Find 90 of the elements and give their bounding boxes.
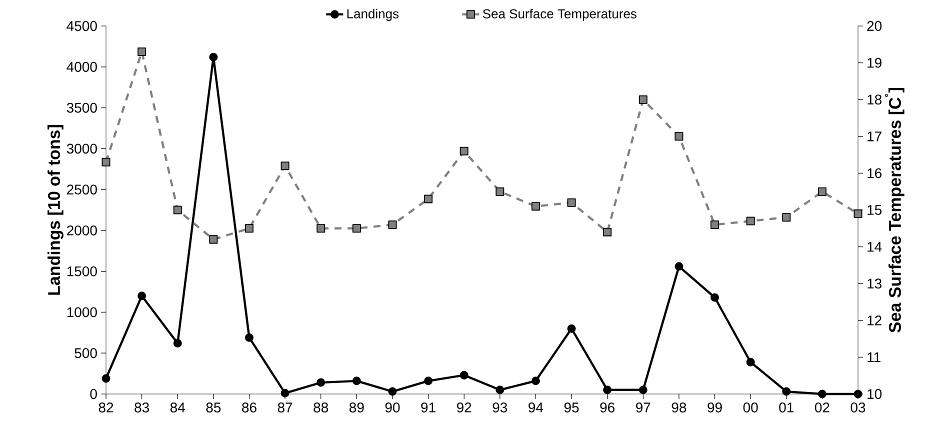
point bbox=[424, 194, 433, 204]
y2-tick-label: 15 bbox=[868, 205, 882, 215]
y2-tick-label: 10 bbox=[868, 389, 882, 399]
legend-label: Sea Surface Temperatures bbox=[482, 8, 636, 21]
y-tick-label: 4000 bbox=[66, 62, 97, 72]
x-tick-label: 99 bbox=[708, 402, 722, 412]
x-tick-label: 92 bbox=[456, 402, 472, 412]
x-tick-label: 00 bbox=[743, 402, 758, 412]
point bbox=[173, 206, 182, 214]
x-tick-label: 03 bbox=[850, 402, 866, 412]
point bbox=[352, 376, 361, 386]
point bbox=[138, 48, 146, 56]
x-tick-label: 91 bbox=[421, 402, 436, 412]
point bbox=[603, 386, 612, 394]
y2-tick-label: 13 bbox=[868, 278, 882, 289]
y2-tick-label: 20 bbox=[867, 21, 882, 31]
point bbox=[818, 187, 826, 196]
point bbox=[782, 213, 791, 222]
y2-tick-label: 18 bbox=[868, 94, 882, 105]
point bbox=[209, 52, 218, 62]
point bbox=[638, 386, 648, 394]
y2-tick-label: 11 bbox=[868, 352, 880, 362]
y-tick-label: 3500 bbox=[66, 102, 97, 113]
y-tick-label: 2000 bbox=[67, 225, 97, 236]
point bbox=[138, 292, 146, 300]
legend-label: Landings bbox=[347, 8, 399, 21]
point bbox=[209, 235, 218, 244]
point bbox=[782, 387, 791, 396]
x-tick-label: 82 bbox=[98, 402, 114, 412]
point bbox=[567, 324, 576, 333]
x-tick-label: 88 bbox=[314, 402, 328, 412]
point bbox=[854, 209, 862, 218]
point bbox=[496, 386, 504, 394]
x-tick-label: 87 bbox=[278, 402, 292, 412]
point bbox=[746, 216, 755, 226]
point bbox=[244, 333, 254, 342]
point bbox=[710, 293, 720, 302]
point bbox=[603, 228, 612, 236]
x-tick-label: 93 bbox=[492, 402, 508, 412]
point bbox=[280, 162, 290, 170]
point bbox=[674, 262, 684, 271]
x-tick-label: 02 bbox=[814, 402, 830, 412]
y2-tick-label: 19 bbox=[868, 58, 882, 68]
point bbox=[173, 339, 182, 348]
point bbox=[746, 358, 755, 366]
point bbox=[638, 95, 648, 104]
y-tick-label: 500 bbox=[74, 348, 97, 358]
x-tick-label: 89 bbox=[349, 402, 364, 412]
point bbox=[424, 376, 433, 386]
point bbox=[567, 198, 576, 207]
x-tick-label: 95 bbox=[564, 402, 579, 412]
y2-tick-label: 14 bbox=[868, 242, 882, 252]
point bbox=[102, 158, 110, 166]
point bbox=[102, 374, 110, 383]
x-tick-label: 90 bbox=[385, 402, 400, 412]
y-axis-title: Landings [10 of tons] bbox=[48, 125, 64, 295]
point bbox=[388, 220, 397, 229]
point bbox=[316, 224, 326, 233]
y2-axis-title: Sea Surface Temperatures [C$^{˚}$] bbox=[884, 88, 904, 333]
x-tick-label: 94 bbox=[528, 402, 544, 412]
point bbox=[460, 370, 468, 380]
point bbox=[818, 390, 826, 398]
y-tick-label: 2500 bbox=[67, 184, 97, 195]
x-tick-label: 97 bbox=[636, 402, 650, 412]
point bbox=[352, 224, 361, 233]
point bbox=[244, 224, 254, 233]
y-tick-label: 3000 bbox=[66, 144, 97, 154]
point bbox=[316, 378, 326, 387]
y-tick-label: 0 bbox=[90, 389, 97, 399]
y-tick-label: 4500 bbox=[66, 21, 97, 31]
x-tick-label: 01 bbox=[779, 402, 794, 412]
point bbox=[460, 146, 468, 156]
x-tick-label: 98 bbox=[672, 402, 686, 412]
x-tick-label: 86 bbox=[242, 402, 256, 412]
point bbox=[496, 187, 504, 196]
point bbox=[531, 376, 540, 386]
y2-tick-label: 16 bbox=[868, 168, 882, 178]
x-tick-label: 96 bbox=[600, 402, 615, 412]
x-tick-label: 85 bbox=[206, 402, 221, 412]
point bbox=[710, 220, 720, 229]
y-tick-label: 1000 bbox=[67, 307, 97, 318]
y-tick-label: 1500 bbox=[67, 266, 97, 276]
x-tick-label: 84 bbox=[170, 402, 185, 412]
y2-tick-label: 12 bbox=[868, 316, 882, 326]
point bbox=[674, 132, 684, 141]
point bbox=[531, 202, 540, 211]
point bbox=[388, 387, 397, 396]
point bbox=[280, 388, 290, 398]
x-tick-label: 83 bbox=[134, 402, 149, 412]
y2-tick-label: 17 bbox=[868, 132, 882, 142]
